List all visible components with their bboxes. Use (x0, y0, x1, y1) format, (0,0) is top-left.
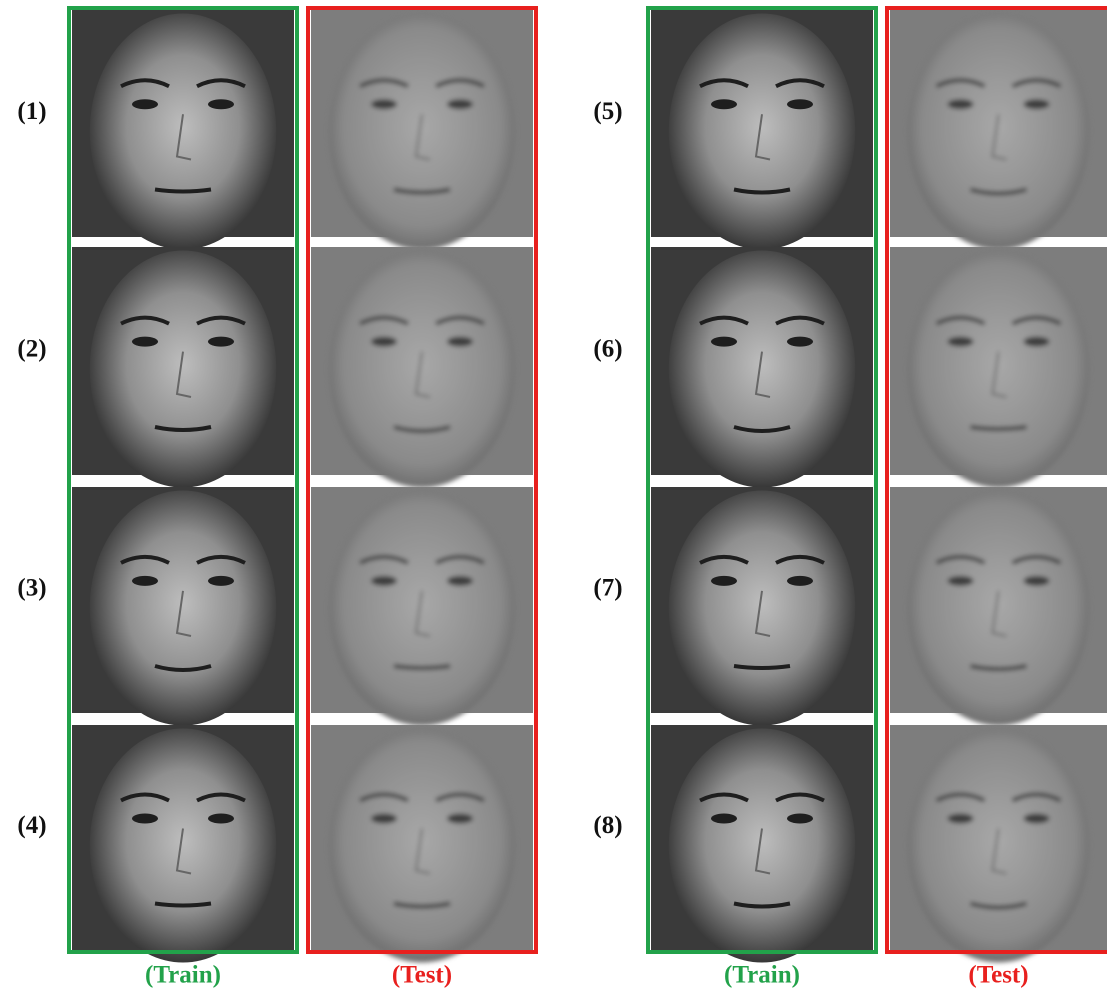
train-face-image (651, 247, 873, 488)
mouth (155, 904, 211, 906)
train-face-image (72, 10, 294, 250)
face (90, 490, 276, 725)
test-face-image (311, 725, 533, 963)
eye (1024, 337, 1050, 347)
train-face-image (651, 10, 873, 250)
train-face-image (651, 487, 873, 726)
face (90, 250, 276, 487)
eye (132, 337, 158, 347)
test-face-image (890, 247, 1107, 488)
row-label: (6) (593, 336, 622, 363)
test-face-image (890, 10, 1107, 250)
face-shape (90, 490, 276, 725)
eye (447, 814, 473, 824)
eye (1024, 814, 1050, 824)
face (907, 250, 1089, 487)
eye (371, 814, 397, 824)
eye (787, 814, 813, 824)
eye (371, 99, 397, 109)
face-shape (329, 13, 515, 249)
eye (948, 576, 974, 586)
eye (1024, 576, 1050, 586)
eye (208, 814, 234, 824)
eye (948, 99, 974, 109)
row-label: (3) (17, 575, 46, 602)
eye (447, 99, 473, 109)
face-shape (907, 250, 1089, 487)
train-caption: (Train) (145, 962, 221, 989)
eye (948, 814, 974, 824)
train-face-image (72, 487, 294, 726)
face (329, 13, 515, 249)
figure: (1) (2) (3) (4) (Train) (Test) (5) (6) (7) (8) (Tr… (0, 0, 1107, 996)
face (907, 13, 1089, 249)
face (907, 729, 1089, 963)
eye (711, 99, 737, 109)
eye (948, 337, 974, 347)
train-face-image (651, 725, 873, 963)
face-shape (669, 13, 855, 249)
test-face-image (311, 487, 533, 726)
row-label: (5) (593, 98, 622, 125)
mouth (394, 666, 450, 668)
face (90, 13, 276, 249)
face-shape (669, 490, 855, 725)
face (329, 250, 515, 487)
face-shape (669, 729, 855, 963)
face-shape (329, 490, 515, 725)
eye (208, 99, 234, 109)
face-shape (329, 729, 515, 963)
mouth (155, 190, 211, 192)
train-face-image (72, 725, 294, 963)
test-caption: (Test) (392, 962, 452, 989)
row-label: (7) (593, 575, 622, 602)
eye (787, 337, 813, 347)
face-shape (329, 250, 515, 487)
eye (787, 576, 813, 586)
row-label: (4) (17, 812, 46, 839)
eye (711, 337, 737, 347)
face (669, 13, 855, 249)
mouth (734, 666, 790, 668)
train-face-image (72, 247, 294, 488)
eye (711, 576, 737, 586)
face-shape (907, 13, 1089, 249)
train-caption: (Train) (724, 962, 800, 989)
face-shape (907, 729, 1089, 963)
face (669, 729, 855, 963)
eye (1024, 99, 1050, 109)
eye (132, 814, 158, 824)
mouth (971, 427, 1027, 429)
eye (447, 337, 473, 347)
test-caption: (Test) (968, 962, 1028, 989)
row-label: (8) (593, 812, 622, 839)
test-face-image (311, 10, 533, 250)
test-face-image (890, 487, 1107, 726)
face (907, 490, 1089, 725)
test-face-image (311, 247, 533, 488)
eye (371, 337, 397, 347)
face-shape (90, 250, 276, 487)
face-shape (669, 250, 855, 487)
face-shape (907, 490, 1089, 725)
row-label: (2) (17, 336, 46, 363)
face (329, 490, 515, 725)
eye (787, 99, 813, 109)
eye (711, 814, 737, 824)
face-shape (90, 729, 276, 963)
row-label: (1) (17, 98, 46, 125)
eye (132, 99, 158, 109)
face-shape (90, 13, 276, 249)
eye (371, 576, 397, 586)
face (90, 729, 276, 963)
face (669, 250, 855, 487)
test-face-image (890, 725, 1107, 963)
face (669, 490, 855, 725)
eye (208, 337, 234, 347)
eye (132, 576, 158, 586)
eye (447, 576, 473, 586)
face (329, 729, 515, 963)
eye (208, 576, 234, 586)
